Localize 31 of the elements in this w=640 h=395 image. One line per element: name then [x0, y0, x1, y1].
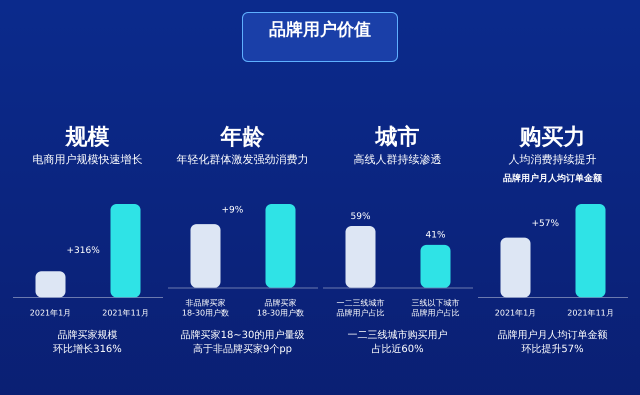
- text: 品牌用户月人均订单金额: [498, 329, 608, 343]
- x-tick-label: 三线以下城市品牌用户占比: [411, 298, 459, 318]
- x-tick-label: 2021年1月: [494, 308, 536, 318]
- text: 品牌用户价值: [242, 12, 398, 62]
- chart-subtitle: 电商用户规模快速增长: [32, 152, 142, 168]
- chart-subtitle: 高线人群持续渗透: [354, 152, 442, 168]
- x-tick-label: 2021年11月: [102, 308, 148, 318]
- text: 占比近60%: [370, 343, 425, 357]
- y-axis-title: 品牌用户月人均订单金额: [503, 172, 602, 186]
- data-label: 41%: [424, 230, 446, 241]
- text: 环比提升57%: [520, 343, 585, 357]
- x-tick-label: 2021年1月: [29, 308, 71, 318]
- chart-title: 城市: [376, 124, 420, 152]
- data-label: 59%: [350, 212, 370, 222]
- x-tick-label: 2021年11月: [566, 308, 614, 318]
- text: 环比增长316%: [53, 343, 122, 357]
- text: 品牌买家18~30的用户量级: [180, 329, 304, 343]
- text: 一二三线城市购买用户: [348, 329, 448, 343]
- chart-subtitle: 人均消费持续提升: [508, 152, 596, 168]
- chart-title: 购买力: [520, 124, 586, 152]
- chart-title: 规模: [66, 124, 110, 152]
- chart-subtitle: 年轻化群体激发强劲消费力: [176, 152, 308, 168]
- chart-title: 年龄: [220, 124, 264, 152]
- x-tick-label: 非品牌买家18-30用户数: [181, 298, 229, 318]
- annotation: +316%: [66, 246, 100, 256]
- text: 品牌买家规模: [56, 329, 118, 343]
- annotation: +57%: [531, 218, 559, 229]
- x-tick-label: 一二三线城市品牌用户占比: [336, 298, 384, 318]
- text: 高于非品牌买家9个pp: [192, 343, 294, 357]
- x-tick-label: 品牌买家18-30用户数: [256, 298, 304, 318]
- annotation: +9%: [221, 205, 244, 216]
